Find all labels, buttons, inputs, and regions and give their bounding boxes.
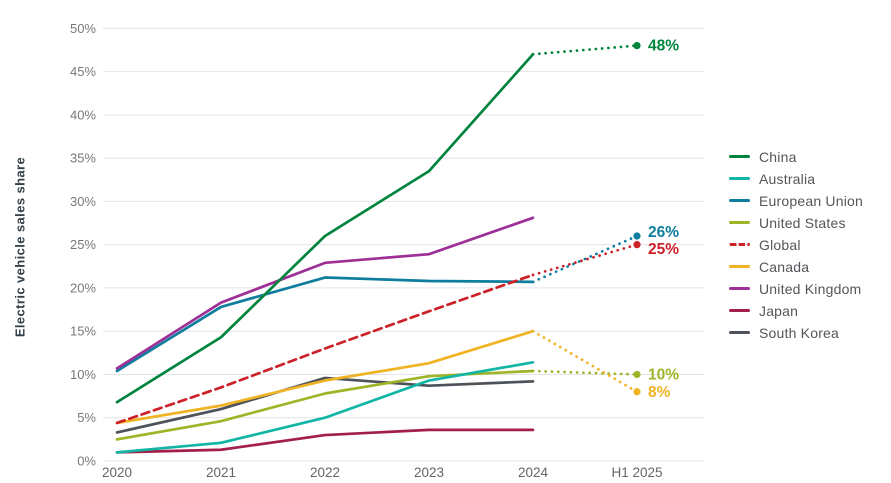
series-line-south-korea <box>115 376 535 434</box>
y-tick-label: 5% <box>77 410 96 425</box>
legend-item-japan: Japan <box>729 302 863 319</box>
y-axis-title: Electric vehicle sales share <box>12 156 28 338</box>
legend-label: Japan <box>759 302 799 319</box>
y-tick-label: 40% <box>70 107 96 122</box>
legend-swatch <box>729 199 750 202</box>
legend-label: China <box>759 148 797 165</box>
projection-line-global <box>531 243 639 277</box>
projection-line-united-states <box>531 369 639 376</box>
x-tick-label: 2024 <box>518 465 549 480</box>
series-line-european-union <box>115 276 535 373</box>
y-tick-label: 45% <box>70 64 96 79</box>
x-tick-label: 2022 <box>310 465 340 480</box>
chart-legend: China Australia European Union United State… <box>729 148 863 341</box>
legend-label: United Kingdom <box>759 280 862 297</box>
legend-item-china: China <box>729 148 863 165</box>
y-tick-label: 20% <box>70 280 96 295</box>
end-value-label: 8% <box>648 384 671 401</box>
projection-line-european-union <box>531 234 639 284</box>
projection-line-canada <box>531 329 639 394</box>
legend-swatch <box>729 309 750 312</box>
x-tick-label: 2023 <box>414 465 444 480</box>
projection-dot <box>633 42 641 50</box>
y-tick-label: 15% <box>70 324 96 339</box>
series-line-japan <box>115 428 535 454</box>
legend-item-united-states: United States <box>729 214 863 231</box>
legend-item-canada: Canada <box>729 258 863 275</box>
projection-dot <box>633 388 641 396</box>
legend-label: European Union <box>759 192 863 209</box>
series-line-australia <box>115 360 535 454</box>
legend-item-australia: Australia <box>729 170 863 187</box>
end-value-label: 48% <box>648 38 679 55</box>
legend-swatch <box>729 287 750 290</box>
legend-swatch <box>729 221 750 224</box>
y-tick-label: 25% <box>70 237 96 252</box>
legend-item-south-korea: South Korea <box>729 324 863 341</box>
legend-swatch <box>729 331 750 334</box>
y-tick-label: 35% <box>70 151 96 166</box>
legend-item-european-union: European Union <box>729 192 863 209</box>
legend-label: Australia <box>759 170 816 187</box>
legend-swatch <box>729 243 750 246</box>
legend-swatch <box>729 177 750 180</box>
legend-item-united-kingdom: United Kingdom <box>729 280 863 297</box>
legend-label: Canada <box>759 258 810 275</box>
y-tick-label: 10% <box>70 367 96 382</box>
end-value-label: 10% <box>648 366 679 383</box>
series-line-canada <box>115 329 535 425</box>
projection-dot <box>633 232 641 240</box>
x-tick-label: H1 2025 <box>611 465 662 480</box>
x-tick-label: 2021 <box>206 465 236 480</box>
y-tick-label: 0% <box>77 454 96 469</box>
y-tick-label: 50% <box>70 21 96 36</box>
end-value-label: 26% <box>648 224 679 241</box>
legend-label: Global <box>759 236 801 253</box>
y-tick-label: 30% <box>70 194 96 209</box>
legend-swatch <box>729 265 750 268</box>
legend-label: South Korea <box>759 324 840 341</box>
projection-dot <box>633 241 641 249</box>
legend-swatch <box>729 155 750 158</box>
projection-line-china <box>531 44 639 56</box>
legend-label: United States <box>759 214 846 231</box>
x-tick-label: 2020 <box>102 465 132 480</box>
series-line-china <box>115 52 535 404</box>
series-line-global <box>115 273 535 425</box>
series-line-united-kingdom <box>115 216 535 370</box>
projection-dot <box>633 370 641 379</box>
legend-item-global: Global <box>729 236 863 253</box>
end-value-label: 25% <box>648 241 679 258</box>
